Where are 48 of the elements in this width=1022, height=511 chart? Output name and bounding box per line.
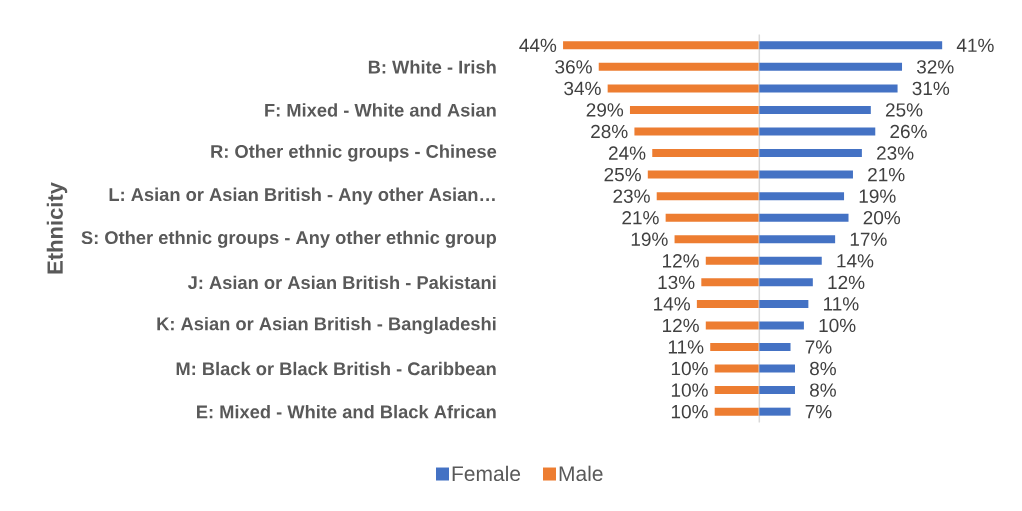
data-label: 20% [863, 210, 901, 225]
data-label: 44% [519, 38, 557, 52]
data-label: 23% [613, 189, 650, 203]
data-label: 10% [671, 383, 708, 397]
data-label: 21% [622, 211, 659, 225]
data-label: 41% [956, 38, 994, 52]
y-tick-label: R: Other ethnic groups - Chinese [211, 144, 497, 162]
data-label: 11% [668, 340, 704, 354]
data-label: 25% [885, 103, 923, 117]
y-tick-label: S: Other ethnic groups - Any other ethnic group [81, 230, 497, 248]
data-label: 14% [654, 297, 690, 311]
legend-label: Female [452, 465, 521, 482]
data-label: 12% [828, 275, 865, 290]
data-label: 23% [877, 146, 914, 160]
data-label: 17% [850, 232, 887, 246]
data-label: 31% [912, 81, 950, 96]
data-label: 34% [564, 81, 601, 96]
data-label: 29% [586, 103, 624, 117]
data-label: 10% [819, 318, 856, 333]
data-label: 28% [591, 124, 628, 139]
data-label: 19% [631, 232, 668, 246]
data-label: 21% [868, 167, 905, 182]
data-label: 14% [837, 254, 874, 268]
data-label: 7% [805, 340, 832, 354]
data-label: 10% [671, 404, 708, 419]
y-tick-label: J: Asian or Asian British - Pakistani [187, 275, 496, 290]
data-label: 13% [658, 275, 695, 290]
data-label: 12% [663, 254, 699, 268]
data-label: 10% [671, 361, 708, 376]
data-label: 36% [555, 60, 592, 74]
data-label: 24% [608, 146, 646, 160]
data-label: 19% [859, 189, 896, 203]
y-tick-label: M: Black or Black British - Caribbean [176, 361, 496, 376]
data-label: 7% [805, 405, 832, 419]
legend-label: Male [559, 465, 603, 482]
y-tick-label: L: Asian or Asian British - Any other Asian… [109, 187, 495, 205]
y-tick-label: B: White - Irish [368, 60, 496, 74]
data-label: 32% [916, 60, 954, 74]
data-label: 26% [890, 124, 927, 139]
y-tick-label: E: Mixed - White and Black African [197, 404, 496, 419]
data-label: 11% [824, 297, 859, 311]
data-label: 12% [663, 318, 699, 333]
data-label: 8% [810, 361, 836, 376]
data-label: 25% [604, 167, 641, 182]
data-label: 8% [810, 383, 836, 397]
y-tick-label: F: Mixed - White and Asian [265, 103, 496, 117]
y-axis-title: Ethnicity [46, 182, 68, 274]
y-tick-label: K: Asian or Asian British - Bangladeshi [157, 316, 496, 335]
